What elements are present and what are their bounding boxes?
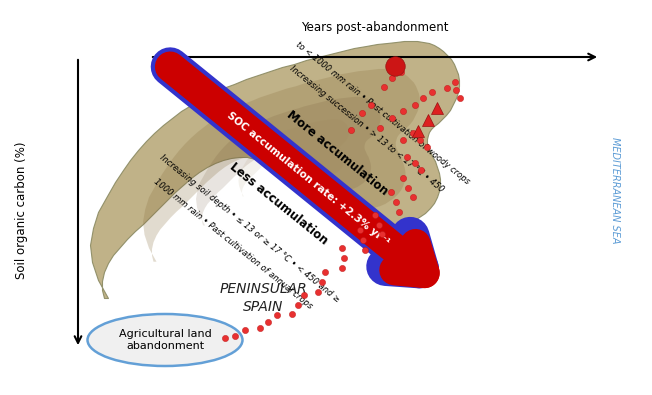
Text: More accumulation: More accumulation [284, 109, 390, 198]
FancyArrowPatch shape [170, 67, 424, 273]
Text: Soil organic carbon (%): Soil organic carbon (%) [16, 141, 29, 279]
Ellipse shape [87, 314, 243, 366]
Text: Years post-abandonment: Years post-abandonment [301, 21, 449, 34]
Text: Less accumulation: Less accumulation [228, 160, 331, 247]
FancyArrowPatch shape [170, 67, 419, 269]
Text: PENINSULAR
SPAIN: PENINSULAR SPAIN [219, 282, 307, 314]
Text: 1000 mm rain • Past cultivation of annual crops: 1000 mm rain • Past cultivation of annua… [153, 177, 314, 310]
Text: Increasing succession • > 13 to < 17 °C • 450: Increasing succession • > 13 to < 17 °C … [288, 64, 445, 194]
Text: Increasing soil depth • ≤ 13 or ≥ 17 °C • < 450 and ≥: Increasing soil depth • ≤ 13 or ≥ 17 °C … [158, 153, 342, 304]
Text: to < 1000 mm rain • Past cultivation of woody crops: to < 1000 mm rain • Past cultivation of … [294, 40, 471, 186]
Text: Agricultural land
abandonment: Agricultural land abandonment [119, 329, 211, 351]
Text: MEDITERRANEAN SEA: MEDITERRANEAN SEA [610, 137, 620, 243]
Text: SOC accumulation rate: +2.3% yr⁻¹: SOC accumulation rate: +2.3% yr⁻¹ [225, 110, 391, 247]
